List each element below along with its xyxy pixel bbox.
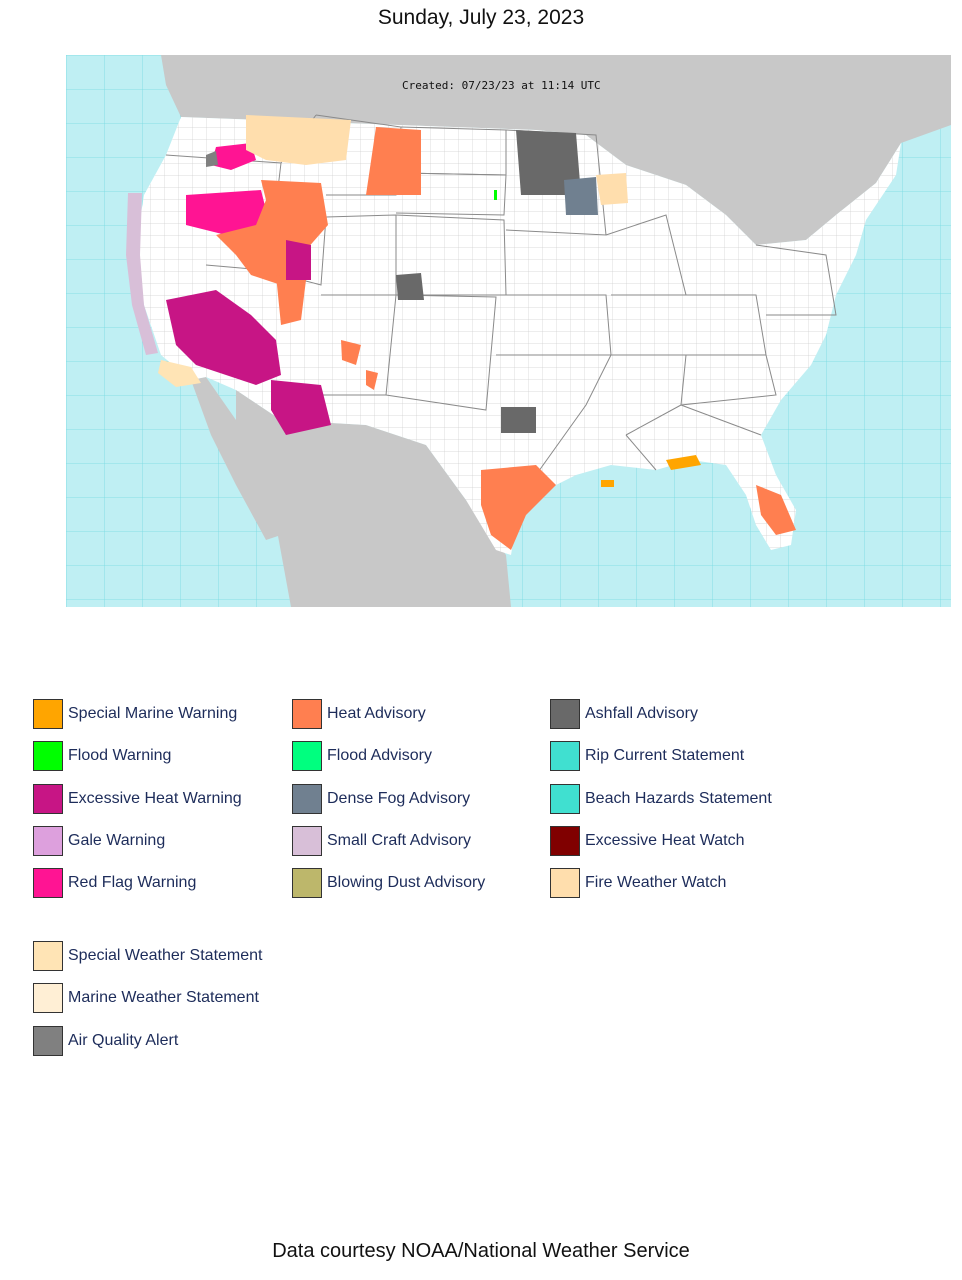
legend-item: Small Craft Advisory (292, 824, 471, 858)
alert-dense-fog-wi (564, 177, 598, 215)
alert-flood-warning-sd (494, 190, 497, 200)
alert-excessive-heat-ca-nv (166, 290, 281, 385)
legend-swatch (550, 741, 580, 771)
alert-heat-advisory-id (216, 180, 328, 285)
alert-heat-advisory-nm (341, 340, 361, 365)
legend-item: Heat Advisory (292, 697, 426, 731)
alert-heat-advisory-ut (276, 275, 306, 325)
mexico-land (236, 390, 511, 607)
alert-ashfall-mn (516, 130, 581, 195)
alert-excessive-heat-ut (286, 240, 311, 280)
legend-label: Ashfall Advisory (585, 705, 698, 722)
legend-swatch (292, 741, 322, 771)
legend-swatch (33, 699, 63, 729)
legend-label: Excessive Heat Warning (68, 790, 242, 807)
legend-swatch (33, 868, 63, 898)
legend-swatch (33, 741, 63, 771)
legend-label: Gale Warning (68, 832, 166, 849)
alert-heat-advisory-wy (366, 127, 421, 195)
legend-item: Dense Fog Advisory (292, 782, 470, 816)
legend-item: Excessive Heat Watch (550, 824, 744, 858)
alert-ashfall-tx (501, 407, 536, 433)
alert-heat-advisory-nm2 (366, 370, 378, 390)
legend-item: Flood Advisory (292, 739, 432, 773)
legend-label: Marine Weather Statement (68, 989, 259, 1006)
alert-excessive-heat-az (271, 380, 331, 435)
legend-item: Excessive Heat Warning (33, 782, 242, 816)
alert-air-quality-wa (206, 151, 218, 167)
legend-item: Ashfall Advisory (550, 697, 698, 731)
alert-red-flag-wa (211, 143, 256, 170)
weather-alert-map[interactable]: Created: 07/23/23 at 11:14 UTC (66, 55, 951, 607)
alert-heat-advisory-fl (756, 485, 796, 535)
legend-label: Excessive Heat Watch (585, 832, 745, 849)
legend-label: Special Marine Warning (68, 705, 238, 722)
legend-item: Special Marine Warning (33, 697, 237, 731)
legend-label: Dense Fog Advisory (327, 790, 471, 807)
pacific-small-craft-zone (126, 193, 158, 355)
legend-label: Flood Warning (68, 747, 172, 764)
legend-label: Red Flag Warning (68, 874, 197, 891)
legend-label: Fire Weather Watch (585, 874, 727, 891)
legend-item: Air Quality Alert (33, 1024, 178, 1058)
map-created-timestamp: Created: 07/23/23 at 11:14 UTC (402, 79, 601, 92)
legend-label: Flood Advisory (327, 747, 432, 764)
alert-heat-advisory-tx (481, 465, 556, 550)
legend-item: Red Flag Warning (33, 866, 196, 900)
alert-special-marine-gulf (666, 455, 701, 470)
canada-land (161, 55, 951, 245)
legend-swatch (33, 941, 63, 971)
legend-label: Blowing Dust Advisory (327, 874, 486, 891)
legend-label: Special Weather Statement (68, 947, 263, 964)
legend-label: Air Quality Alert (68, 1032, 179, 1049)
page-date-title: Sunday, July 23, 2023 (377, 6, 585, 29)
legend-swatch (550, 868, 580, 898)
legend-swatch (550, 699, 580, 729)
legend-swatch (33, 826, 63, 856)
legend-label: Rip Current Statement (585, 747, 745, 764)
legend-item: Fire Weather Watch (550, 866, 726, 900)
alert-special-marine-gulf2 (601, 480, 614, 487)
alert-red-flag-or (186, 190, 271, 235)
legend-swatch (292, 826, 322, 856)
alert-fire-weather-watch-mt (246, 115, 351, 165)
alert-fire-weather-watch-wi (596, 173, 628, 205)
legend-label: Heat Advisory (327, 705, 426, 722)
legend-item: Special Weather Statement (33, 939, 262, 973)
baja-land (191, 377, 281, 540)
legend-swatch (292, 868, 322, 898)
legend-item: Blowing Dust Advisory (292, 866, 485, 900)
legend-label: Small Craft Advisory (327, 832, 472, 849)
legend-item: Gale Warning (33, 824, 165, 858)
alert-ashfall-ne (396, 273, 424, 300)
legend-swatch (292, 784, 322, 814)
legend-item: Marine Weather Statement (33, 981, 259, 1015)
legend-swatch (550, 826, 580, 856)
footer-credit: Data courtesy NOAA/National Weather Serv… (272, 1240, 690, 1262)
legend-swatch (292, 699, 322, 729)
legend-item: Rip Current Statement (550, 739, 744, 773)
pacific-special-weather-zone (158, 360, 201, 387)
legend-swatch (550, 784, 580, 814)
legend-swatch (33, 784, 63, 814)
legend-item: Beach Hazards Statement (550, 782, 772, 816)
legend-item: Flood Warning (33, 739, 171, 773)
legend-swatch (33, 983, 63, 1013)
legend-label: Beach Hazards Statement (585, 790, 772, 807)
legend-swatch (33, 1026, 63, 1056)
